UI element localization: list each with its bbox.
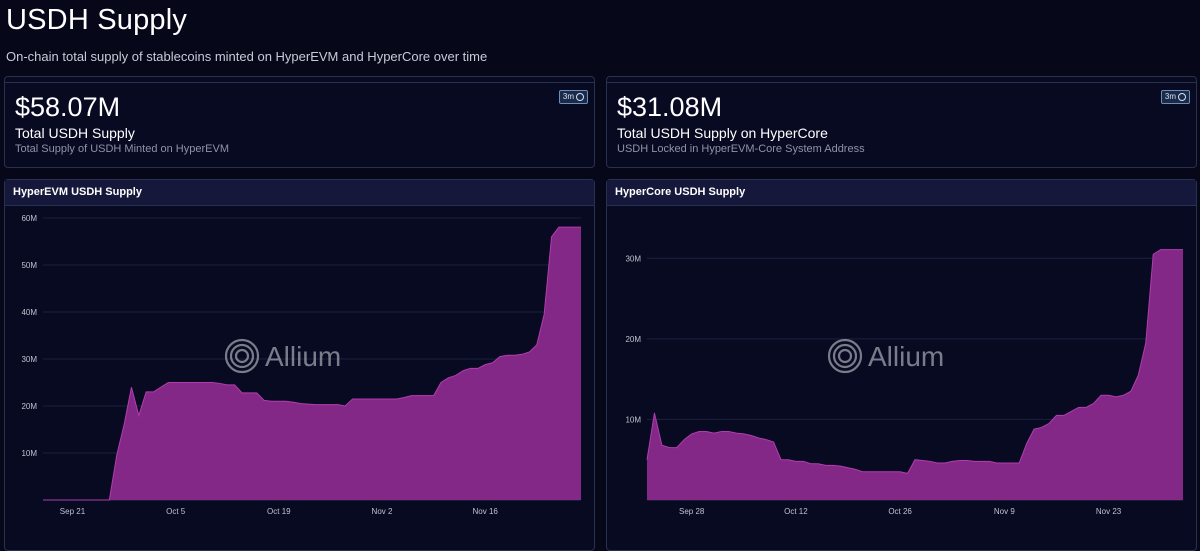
refresh-badge[interactable]: 3m xyxy=(558,90,588,104)
x-tick-label: Nov 2 xyxy=(372,507,393,516)
y-tick-label: 10M xyxy=(625,415,641,424)
kpi-description: USDH Locked in HyperEVM-Core System Addr… xyxy=(617,143,865,155)
watermark-text: Allium xyxy=(868,341,944,372)
y-tick-label: 30M xyxy=(625,254,641,263)
x-tick-label: Sep 28 xyxy=(679,507,705,516)
kpi-value: $31.08M xyxy=(617,92,723,122)
chart-header: HyperEVM USDH Supply xyxy=(5,180,594,206)
allium-logo-icon xyxy=(827,338,863,374)
x-tick-label: Nov 16 xyxy=(473,507,499,516)
y-tick-label: 20M xyxy=(625,335,641,344)
allium-logo-icon xyxy=(224,338,260,374)
card-top-bar xyxy=(607,77,1196,83)
kpi-label: Total USDH Supply xyxy=(15,125,135,141)
x-tick-label: Oct 5 xyxy=(166,507,186,516)
y-tick-label: 40M xyxy=(21,308,37,317)
page-title: USDH Supply xyxy=(6,4,188,36)
y-tick-label: 10M xyxy=(21,449,37,458)
hyperevm-supply-chart[interactable]: 10M 20M 30M 40M 50M 60M Allium Sep 21 Oct 5 Oct 1… xyxy=(5,206,594,550)
chart-card-hypercore: HyperCore USDH Supply 10M 20M 30M Allium Sep… xyxy=(606,179,1197,551)
card-top-bar xyxy=(5,77,594,83)
chart-card-hyperevm: HyperEVM USDH Supply 10M 20M 30M 40M 50M 60M A… xyxy=(4,179,595,551)
page-subtitle: On-chain total supply of stablecoins min… xyxy=(6,49,488,64)
area-series-line xyxy=(646,249,1183,474)
chart-title: HyperCore USDH Supply xyxy=(615,186,746,198)
refresh-badge-label: 3m xyxy=(562,92,574,101)
refresh-badge[interactable]: 3m xyxy=(1160,90,1190,104)
x-tick-label: Oct 19 xyxy=(267,507,291,516)
y-tick-label: 30M xyxy=(21,355,37,364)
area-series-line xyxy=(43,226,581,501)
x-tick-label: Nov 9 xyxy=(994,507,1015,516)
kpi-card-total-supply: 3m $58.07M Total USDH Supply Total Suppl… xyxy=(4,76,595,168)
chart-header: HyperCore USDH Supply xyxy=(607,180,1196,206)
kpi-card-hypercore-supply: 3m $31.08M Total USDH Supply on HyperCor… xyxy=(606,76,1197,168)
clock-icon xyxy=(576,93,584,101)
y-tick-label: 50M xyxy=(21,261,37,270)
area-series[interactable] xyxy=(647,249,1183,500)
chart-title: HyperEVM USDH Supply xyxy=(13,186,142,198)
y-tick-label: 60M xyxy=(21,214,37,223)
x-tick-label: Nov 23 xyxy=(1096,507,1122,516)
clock-icon xyxy=(1178,93,1186,101)
x-tick-label: Oct 26 xyxy=(888,507,912,516)
x-tick-label: Oct 12 xyxy=(784,507,808,516)
kpi-value: $58.07M xyxy=(15,92,121,122)
y-tick-label: 20M xyxy=(21,402,37,411)
area-series[interactable] xyxy=(43,227,581,500)
refresh-badge-label: 3m xyxy=(1164,92,1176,101)
kpi-label: Total USDH Supply on HyperCore xyxy=(617,125,828,141)
watermark-text: Allium xyxy=(265,341,341,372)
hypercore-supply-chart[interactable]: 10M 20M 30M Allium Sep 28 Oct 12 Oct 26 Nov 9 No… xyxy=(607,206,1196,550)
x-tick-label: Sep 21 xyxy=(60,507,86,516)
kpi-description: Total Supply of USDH Minted on HyperEVM xyxy=(15,143,229,155)
